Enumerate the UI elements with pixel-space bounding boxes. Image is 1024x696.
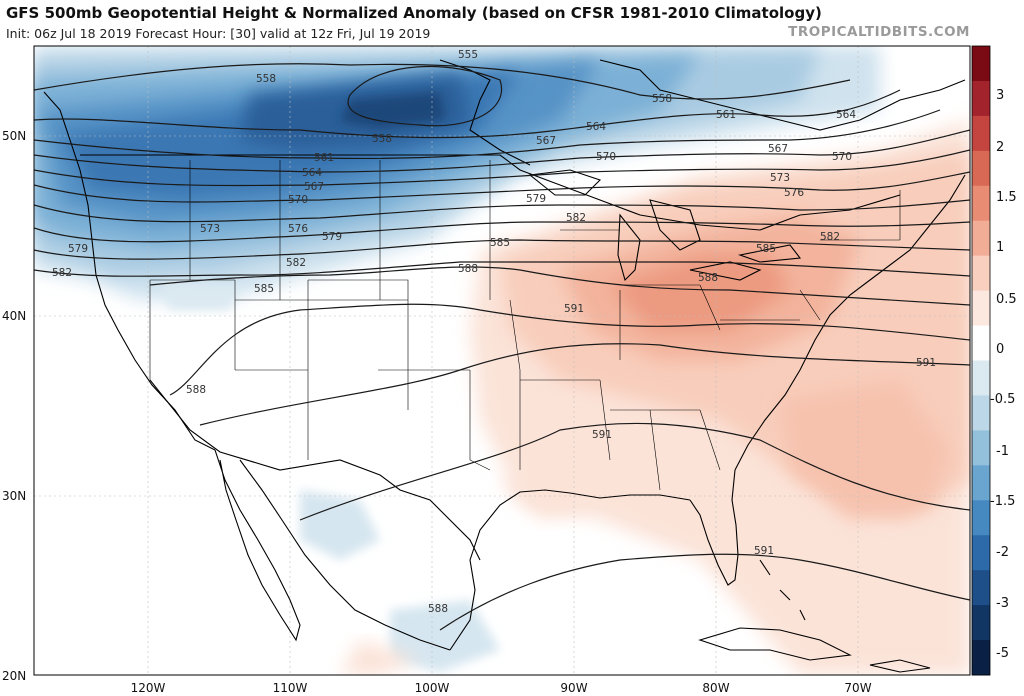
colorbar-segment — [972, 605, 990, 641]
lon-tick-label: 100W — [415, 681, 450, 695]
colorbar-labels: 3 2 1.5 1 0.5 0 -0.5 -1 -1.5 -2 -3 -5 — [990, 88, 1017, 661]
contour-label: 588 — [698, 272, 718, 284]
contour-label: 591 — [592, 429, 612, 441]
chart-title: GFS 500mb Geopotential Height & Normaliz… — [6, 4, 822, 22]
lon-tick-label: 70W — [844, 681, 871, 695]
contour-label: 579 — [322, 231, 342, 243]
colorbar-segment — [972, 640, 990, 676]
colorbar-segment — [972, 360, 990, 396]
contour-label: 561 — [314, 152, 334, 164]
contour-label: 582 — [52, 267, 72, 279]
colorbar-segment — [972, 185, 990, 222]
contour-label: 591 — [564, 303, 584, 315]
colorbar-segment — [972, 395, 990, 431]
contour-label: 561 — [716, 109, 736, 121]
contour-label: 570 — [832, 151, 852, 163]
contour-label: 576 — [784, 187, 804, 199]
lat-tick-label: 50N — [2, 129, 26, 143]
colorbar-label: 2 — [996, 140, 1004, 155]
contour-label: 558 — [652, 93, 672, 105]
colorbar-segment — [972, 150, 990, 187]
lon-tick-label: 80W — [702, 681, 729, 695]
colorbar-label: -1 — [996, 444, 1009, 459]
colorbar-label: 0 — [996, 342, 1004, 357]
colorbar-segment — [972, 290, 990, 327]
contour-label: 585 — [254, 283, 274, 295]
colorbar-label: -5 — [996, 646, 1009, 661]
state-borders — [149, 160, 901, 491]
contour-label: 588 — [428, 603, 448, 615]
colorbar-label: 1.5 — [996, 190, 1017, 205]
colorbar-segment — [972, 465, 990, 501]
contour-label: 576 — [288, 223, 308, 235]
colorbar-segment — [972, 115, 990, 152]
contour-label: 567 — [536, 135, 556, 147]
colorbar-segment — [972, 80, 990, 117]
colorbar-label: -0.5 — [990, 392, 1015, 407]
contour-label: 582 — [286, 257, 306, 269]
contour-label: 573 — [770, 172, 790, 184]
contour-label: 555 — [458, 49, 478, 61]
contour-label: 564 — [586, 121, 606, 133]
contour-label: 582 — [566, 212, 586, 224]
contour-label: 585 — [490, 237, 510, 249]
contour-label: 585 — [756, 243, 776, 255]
source-credit: TROPICALTIDBITS.COM — [788, 24, 970, 40]
contour-label: 567 — [304, 181, 324, 193]
contour-label: 591 — [916, 357, 936, 369]
colorbar-segment — [972, 220, 990, 257]
colorbar-segment — [972, 430, 990, 466]
contour-label: 558 — [256, 73, 276, 85]
lon-tick-label: 120W — [131, 681, 166, 695]
colorbar-label: 0.5 — [996, 292, 1017, 307]
contour-label: 579 — [526, 193, 546, 205]
colorbar-label: -1.5 — [990, 494, 1015, 509]
colorbar-frame — [971, 45, 991, 676]
colorbar — [971, 45, 991, 676]
colorbar-segment — [972, 570, 990, 606]
height-contours — [34, 63, 970, 631]
contour-label: 582 — [820, 231, 840, 243]
contour-label: 570 — [596, 151, 616, 163]
contour-labels: 555 558 558 558 561 561 564 564 564 567 … — [52, 49, 936, 615]
chart-subtitle: Init: 06z Jul 18 2019 Forecast Hour: [30… — [6, 26, 431, 41]
graticule — [34, 46, 970, 675]
contour-label: 558 — [372, 133, 392, 145]
plot-frame — [33, 45, 971, 676]
lat-axis: 50N 40N 30N 20N — [2, 129, 26, 683]
contour-label: 570 — [288, 194, 308, 206]
colorbar-segment — [972, 46, 990, 82]
colorbar-label: -2 — [996, 545, 1009, 560]
colorbar-segment — [972, 535, 990, 571]
contour-label: 567 — [768, 143, 788, 155]
contour-label: 564 — [302, 167, 322, 179]
colorbar-label: 1 — [996, 240, 1004, 255]
colorbar-label: 3 — [996, 88, 1004, 103]
lat-tick-label: 30N — [2, 489, 26, 503]
contour-label: 591 — [754, 545, 774, 557]
coastlines-and-borders — [43, 59, 966, 673]
lon-axis: 120W 110W 100W 90W 80W 70W — [131, 681, 872, 695]
contour-label: 573 — [200, 223, 220, 235]
colorbar-segment — [972, 500, 990, 536]
contour-label: 579 — [68, 243, 88, 255]
contour-label: 588 — [186, 384, 206, 396]
lat-tick-label: 40N — [2, 309, 26, 323]
lon-tick-label: 90W — [560, 681, 587, 695]
colorbar-label: -3 — [996, 596, 1009, 611]
contour-label: 588 — [458, 263, 478, 275]
colorbar-segment — [972, 325, 990, 361]
colorbar-segment — [972, 255, 990, 292]
lat-tick-label: 20N — [2, 669, 26, 683]
lon-tick-label: 110W — [273, 681, 308, 695]
contour-label: 564 — [836, 109, 856, 121]
